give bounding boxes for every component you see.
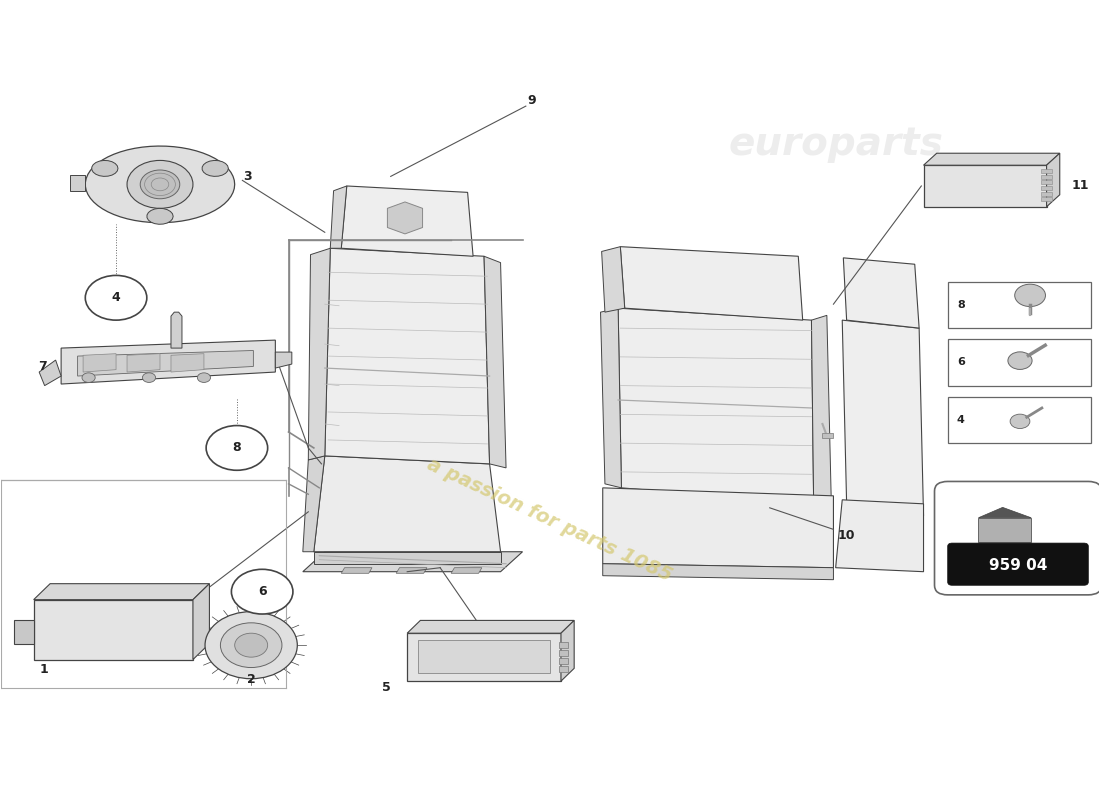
Polygon shape: [302, 552, 522, 572]
Circle shape: [205, 612, 297, 678]
Text: 9: 9: [527, 94, 536, 107]
Polygon shape: [387, 202, 422, 234]
Polygon shape: [603, 564, 834, 580]
Circle shape: [140, 170, 179, 198]
Circle shape: [197, 373, 210, 382]
Polygon shape: [836, 500, 924, 572]
Text: 959 04: 959 04: [989, 558, 1047, 573]
Polygon shape: [302, 456, 324, 552]
Polygon shape: [407, 621, 574, 633]
Circle shape: [1014, 284, 1045, 306]
Polygon shape: [70, 174, 86, 190]
Bar: [418, 639, 550, 673]
Circle shape: [220, 623, 282, 667]
Polygon shape: [451, 568, 482, 574]
Circle shape: [126, 161, 192, 208]
Text: 10: 10: [838, 530, 856, 542]
Bar: [948, 339, 1090, 386]
Polygon shape: [147, 208, 173, 224]
Polygon shape: [602, 246, 625, 312]
Circle shape: [206, 426, 267, 470]
Polygon shape: [843, 320, 924, 516]
Text: 4: 4: [112, 291, 120, 304]
Bar: [1041, 197, 1052, 201]
Bar: [948, 282, 1090, 328]
Circle shape: [1008, 352, 1032, 370]
Circle shape: [142, 373, 155, 382]
Text: 11: 11: [1071, 179, 1089, 193]
Polygon shape: [324, 248, 490, 464]
Bar: [1041, 186, 1052, 190]
Polygon shape: [561, 621, 574, 681]
Polygon shape: [1046, 154, 1059, 206]
Text: 4: 4: [957, 415, 965, 425]
Circle shape: [86, 275, 146, 320]
FancyBboxPatch shape: [935, 482, 1100, 595]
Polygon shape: [170, 312, 182, 348]
Polygon shape: [91, 161, 118, 176]
Polygon shape: [308, 248, 330, 460]
Text: a passion for parts 1085: a passion for parts 1085: [425, 454, 675, 585]
Bar: [1041, 170, 1052, 173]
Circle shape: [1010, 414, 1030, 429]
Polygon shape: [924, 154, 1059, 166]
Text: 2: 2: [246, 673, 255, 686]
Polygon shape: [14, 620, 34, 643]
Circle shape: [82, 373, 96, 382]
Text: 7: 7: [39, 360, 47, 373]
Bar: [559, 650, 568, 655]
Bar: [1041, 174, 1052, 178]
Polygon shape: [234, 591, 262, 612]
Polygon shape: [126, 354, 160, 372]
Bar: [559, 642, 568, 647]
Polygon shape: [202, 161, 229, 176]
Polygon shape: [924, 166, 1046, 206]
Polygon shape: [979, 507, 1031, 518]
Bar: [1041, 180, 1052, 184]
Polygon shape: [62, 340, 275, 384]
Polygon shape: [484, 256, 506, 468]
FancyBboxPatch shape: [948, 543, 1088, 586]
Polygon shape: [34, 600, 192, 659]
Polygon shape: [170, 354, 204, 372]
Polygon shape: [620, 246, 803, 320]
Bar: [823, 433, 834, 438]
Text: 8: 8: [957, 300, 965, 310]
Polygon shape: [407, 633, 561, 681]
Circle shape: [234, 633, 267, 657]
Bar: [559, 666, 568, 671]
Polygon shape: [396, 568, 427, 574]
Text: 5: 5: [382, 681, 390, 694]
Text: 6: 6: [257, 585, 266, 598]
Polygon shape: [84, 354, 116, 372]
Bar: [948, 397, 1090, 443]
Polygon shape: [192, 584, 209, 659]
Polygon shape: [275, 352, 292, 368]
Polygon shape: [78, 350, 253, 376]
Text: 3: 3: [243, 170, 252, 183]
Bar: [559, 658, 568, 663]
Polygon shape: [330, 186, 346, 248]
Polygon shape: [341, 186, 473, 256]
Polygon shape: [618, 308, 814, 504]
Bar: [979, 518, 1031, 542]
Circle shape: [231, 570, 293, 614]
Polygon shape: [603, 488, 834, 568]
Text: 8: 8: [232, 442, 241, 454]
Polygon shape: [86, 146, 234, 222]
Polygon shape: [812, 315, 832, 504]
Polygon shape: [314, 552, 501, 564]
Polygon shape: [341, 568, 372, 574]
Bar: [1041, 191, 1052, 195]
Polygon shape: [40, 360, 62, 386]
Polygon shape: [34, 584, 209, 600]
Polygon shape: [314, 456, 501, 552]
Text: 6: 6: [957, 358, 965, 367]
Polygon shape: [601, 308, 621, 488]
Text: 1: 1: [40, 663, 48, 677]
Polygon shape: [844, 258, 920, 328]
Text: europarts: europarts: [728, 126, 943, 163]
